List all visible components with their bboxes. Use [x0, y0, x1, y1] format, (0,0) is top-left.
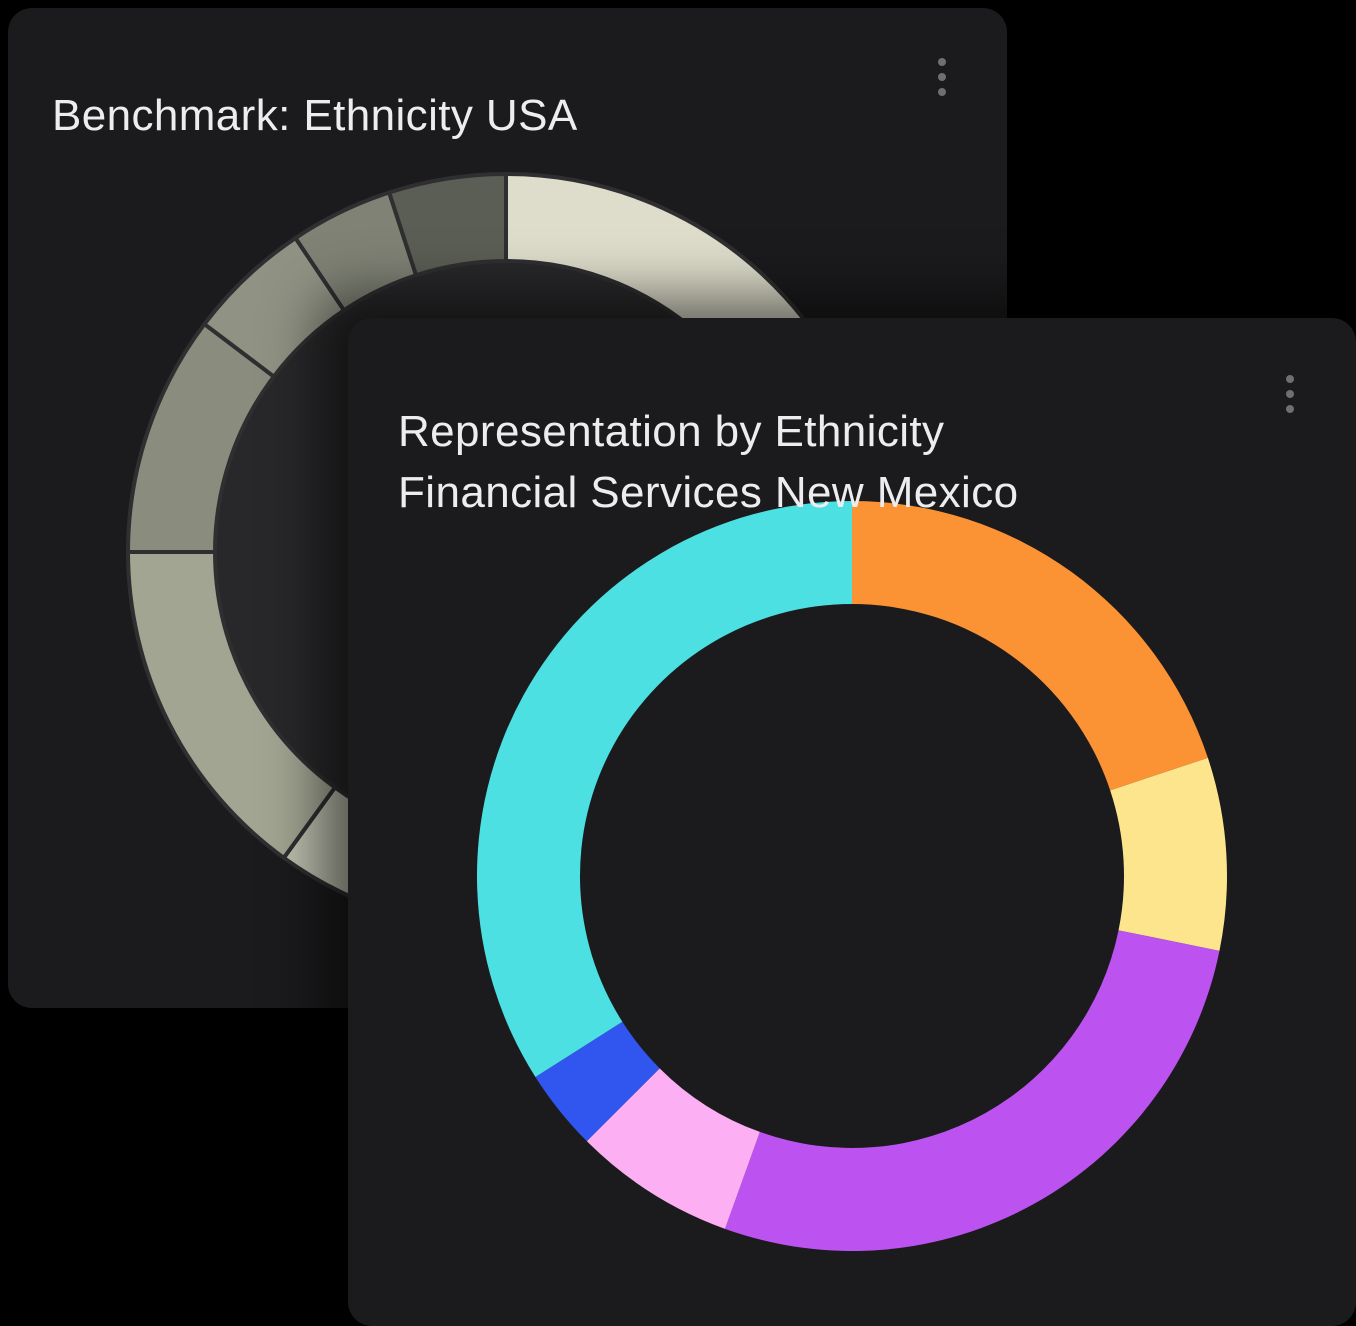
- kebab-menu-icon[interactable]: [932, 52, 952, 102]
- donut-slice-4[interactable]: [586, 1068, 760, 1229]
- representation-card-title: Representation by Ethnicity Financial Se…: [398, 401, 1018, 523]
- representation-card-title-line2: Financial Services New Mexico: [398, 467, 1019, 517]
- representation-card: Representation by Ethnicity Financial Se…: [348, 318, 1356, 1326]
- benchmark-card-title: Benchmark: Ethnicity USA: [52, 90, 578, 140]
- donut-slice-3[interactable]: [724, 930, 1220, 1252]
- donut-slice-6[interactable]: [476, 501, 852, 1077]
- kebab-dot: [938, 73, 946, 81]
- donut-slice-2[interactable]: [1110, 757, 1228, 951]
- representation-donut-chart: [348, 318, 1356, 1326]
- donut-slice-5[interactable]: [535, 1021, 660, 1142]
- kebab-dot: [1286, 405, 1294, 413]
- kebab-dot: [1286, 375, 1294, 383]
- kebab-dot: [1286, 390, 1294, 398]
- donut-slice-7[interactable]: [387, 172, 508, 278]
- representation-card-title-line1: Representation by Ethnicity: [398, 406, 945, 456]
- kebab-dot: [938, 88, 946, 96]
- kebab-dot: [938, 58, 946, 66]
- kebab-menu-icon[interactable]: [1280, 369, 1300, 419]
- donut-slice-1[interactable]: [852, 501, 1208, 791]
